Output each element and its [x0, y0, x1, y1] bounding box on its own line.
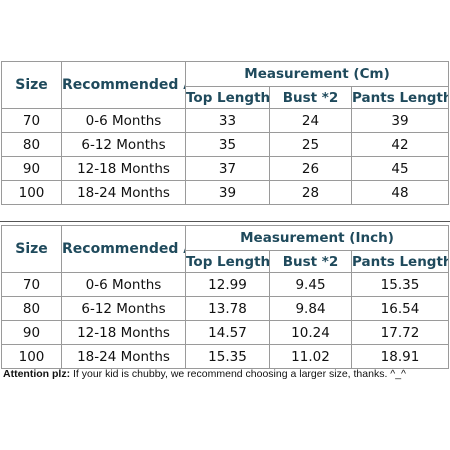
cell-age: 6-12 Months: [61, 132, 186, 157]
size-table-cm: Size Recommended Age Measurement (Cm) To…: [1, 61, 450, 205]
cell-pants-length: 42: [350, 132, 450, 157]
cell-bust: 24: [269, 108, 352, 133]
cell-age: 12-18 Months: [61, 156, 186, 181]
cell-pants-length: 39: [350, 108, 450, 133]
cell-pants-length: 48: [350, 180, 450, 205]
table-row: 100 18-24 Months 39 28 48: [1, 180, 450, 205]
cell-top-length: 15.35: [185, 344, 270, 369]
cell-top-length: 39: [185, 180, 270, 205]
cell-bust: 11.02: [269, 344, 352, 369]
cell-bust: 28: [269, 180, 352, 205]
size-chart-cm: Size Recommended Age Measurement (Cm) To…: [0, 61, 450, 205]
cell-top-length: 14.57: [185, 320, 270, 345]
section-divider: [0, 221, 450, 222]
table-row: 90 12-18 Months 37 26 45: [1, 156, 450, 181]
cell-age: 18-24 Months: [61, 344, 186, 369]
table-row: 80 6-12 Months 13.78 9.84 16.54: [1, 296, 449, 321]
cell-pants-length: 45: [350, 156, 450, 181]
header-top-length: Top Length: [185, 86, 270, 109]
size-chart-inch: Size Recommended Age Measurement (Inch) …: [0, 225, 450, 369]
cell-age: 0-6 Months: [61, 108, 186, 133]
cell-bust: 9.84: [269, 296, 352, 321]
cell-bust: 25: [269, 132, 352, 157]
cell-top-length: 33: [185, 108, 270, 133]
cell-pants-length: 15.35: [351, 272, 449, 297]
cell-size: 80: [1, 132, 62, 157]
header-pants-length: Pants Length: [350, 86, 450, 109]
cell-top-length: 12.99: [185, 272, 270, 297]
cell-top-length: 13.78: [185, 296, 270, 321]
cell-pants-length: 16.54: [351, 296, 449, 321]
cell-age: 18-24 Months: [61, 180, 186, 205]
header-bust: Bust *2: [269, 250, 352, 273]
attention-label: Attention plz:: [3, 368, 71, 380]
cell-age: 12-18 Months: [61, 320, 186, 345]
attention-text: If your kid is chubby, we recommend choo…: [70, 368, 406, 380]
size-table-inch: Size Recommended Age Measurement (Inch) …: [1, 225, 449, 369]
table-row: 70 0-6 Months 12.99 9.45 15.35: [1, 272, 449, 297]
cell-size: 90: [1, 320, 62, 345]
table-row: 80 6-12 Months 35 25 42: [1, 132, 450, 157]
header-top-length: Top Length: [185, 250, 270, 273]
header-recommended-age: Recommended Age: [61, 225, 186, 273]
cell-size: 80: [1, 296, 62, 321]
cell-bust: 10.24: [269, 320, 352, 345]
header-pants-length: Pants Length: [351, 250, 449, 273]
cell-pants-length: 17.72: [351, 320, 449, 345]
cell-size: 100: [1, 344, 62, 369]
cell-size: 70: [1, 108, 62, 133]
table-row: 70 0-6 Months 33 24 39: [1, 108, 450, 133]
header-measurement: Measurement (Cm): [184, 61, 450, 87]
cell-size: 100: [1, 180, 62, 205]
attention-note: Attention plz: If your kid is chubby, we…: [3, 368, 449, 380]
header-size: Size: [1, 61, 62, 109]
table-row: 90 12-18 Months 14.57 10.24 17.72: [1, 320, 449, 345]
cell-age: 0-6 Months: [61, 272, 186, 297]
cell-size: 90: [1, 156, 62, 181]
cell-age: 6-12 Months: [61, 296, 186, 321]
cell-top-length: 35: [185, 132, 270, 157]
cell-bust: 26: [269, 156, 352, 181]
table-row: 100 18-24 Months 15.35 11.02 18.91: [1, 344, 449, 369]
header-bust: Bust *2: [269, 86, 352, 109]
header-size: Size: [1, 225, 62, 273]
cell-pants-length: 18.91: [351, 344, 449, 369]
cell-size: 70: [1, 272, 62, 297]
cell-bust: 9.45: [269, 272, 352, 297]
header-recommended-age: Recommended Age: [61, 61, 186, 109]
header-measurement: Measurement (Inch): [185, 225, 449, 251]
cell-top-length: 37: [185, 156, 270, 181]
